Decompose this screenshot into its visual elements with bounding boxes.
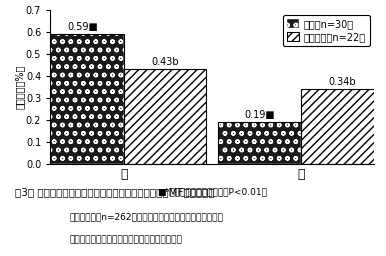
- Text: 0.43b: 0.43b: [151, 57, 179, 67]
- Bar: [124, 69, 207, 164]
- Text: 0.59■: 0.59■: [67, 22, 98, 32]
- Text: 0.34b: 0.34b: [328, 77, 356, 87]
- Legend: 生草（n=30）, 谯蔵飼料（n=22）: 生草（n=30）, 谯蔵飼料（n=22）: [283, 15, 369, 46]
- Y-axis label: 排泄割合（%）: 排泄割合（%）: [14, 65, 24, 109]
- Bar: [218, 122, 301, 164]
- Bar: [41, 34, 124, 164]
- Text: 0.19■: 0.19■: [244, 110, 275, 120]
- Text: ＊＊貯蔵飼料＝サイレージ，乾草，配合飼料等: ＊＊貯蔵飼料＝サイレージ，乾草，配合飼料等: [69, 236, 182, 244]
- Bar: [301, 89, 383, 164]
- Text: ＊去勢ヒツ（n=262）を供した全糞尿採取消化試験による: ＊去勢ヒツ（n=262）を供した全糞尿採取消化試験による: [69, 212, 223, 221]
- Text: 図3． 摄取タンパク質の糞尿への排泄割合にみられるMF生草の特性: 図3． 摄取タンパク質の糞尿への排泄割合にみられるMF生草の特性: [15, 187, 215, 197]
- Bar: [218, 122, 301, 164]
- Text: ■ᵇ異符号間に有意差有り（P<0.01）: ■ᵇ異符号間に有意差有り（P<0.01）: [157, 187, 267, 196]
- Bar: [41, 34, 124, 164]
